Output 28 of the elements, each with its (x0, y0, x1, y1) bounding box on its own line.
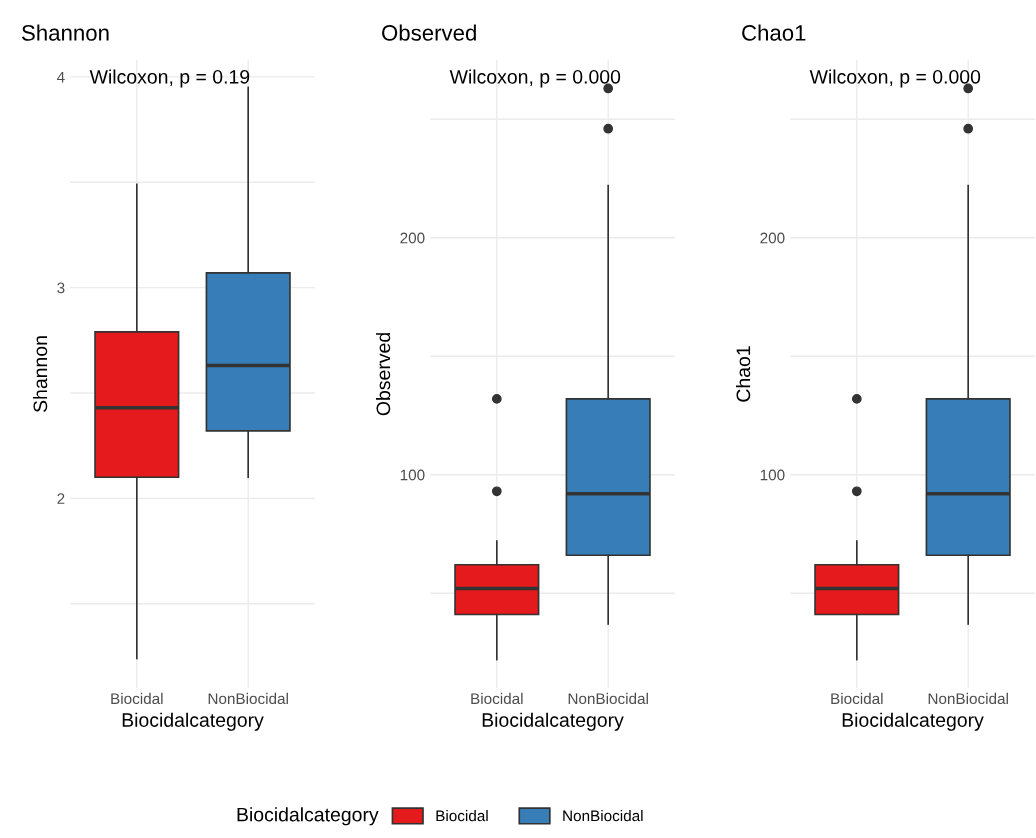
y-axis-title: Shannon (32, 336, 48, 413)
legend-label: NonBiocidal (563, 810, 643, 822)
x-axis-title: Biocidalcategory (842, 712, 984, 731)
annotation: Wilcoxon, p = 0.000 (449, 69, 621, 88)
x-tick-label: NonBiocidal (208, 692, 288, 705)
legend-title: Biocidalcategory (237, 807, 379, 826)
y-tick-label: 3 (57, 282, 65, 294)
annotation: Wilcoxon, p = 0.19 (89, 69, 250, 88)
x-axis-title: Biocidalcategory (122, 712, 264, 731)
x-tick-label: Biocidal (831, 692, 883, 705)
x-tick-label: Biocidal (471, 692, 523, 705)
y-tick-label: 100 (400, 469, 425, 481)
y-tick-label: 200 (760, 232, 785, 244)
x-tick-label: NonBiocidal (928, 692, 1008, 705)
annotation: Wilcoxon, p = 0.000 (809, 69, 981, 88)
y-tick-label: 100 (760, 469, 785, 481)
y-tick-label: 2 (57, 493, 65, 504)
y-tick-label: 200 (400, 232, 425, 244)
legend-label: Biocidal (436, 810, 488, 822)
y-axis-title: Chao1 (735, 346, 751, 402)
x-tick-label: Biocidal (111, 692, 163, 705)
chart-title: Chao1 (742, 24, 806, 41)
chart-title: Shannon (22, 24, 109, 41)
y-axis-title: Observed (375, 333, 391, 416)
chart-title: Observed (382, 24, 476, 41)
y-tick-label: 4 (56, 71, 65, 83)
x-axis-title: Biocidalcategory (482, 712, 624, 731)
x-tick-label: NonBiocidal (568, 692, 648, 705)
